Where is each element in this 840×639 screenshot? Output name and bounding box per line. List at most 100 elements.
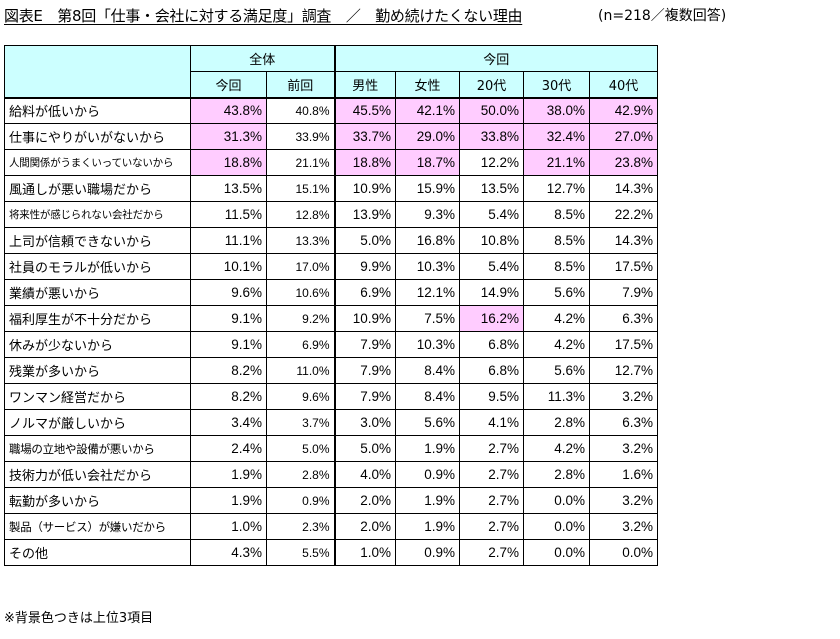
- group-header-current: 今回: [334, 45, 658, 72]
- row-label: 製品（サービス）が嫌いだから: [4, 513, 191, 540]
- value-cell: 6.9%: [266, 331, 336, 358]
- value-cell: 5.5%: [266, 539, 336, 566]
- figure-title: 図表E 第8回「仕事・会社に対する満足度」調査 ／ 勤め続けたくない理由 (n=…: [4, 4, 836, 28]
- value-cell: 9.3%: [395, 201, 460, 228]
- row-label: 福利厚生が不十分だから: [4, 305, 191, 332]
- table-row: ワンマン経営だから 8.2% 9.6% 7.9% 8.4% 9.5% 11.3% 3.2%: [4, 383, 658, 410]
- value-cell: 8.4%: [395, 357, 460, 384]
- value-cell: 4.2%: [523, 331, 590, 358]
- value-cell: 6.9%: [334, 279, 396, 306]
- value-cell: 11.3%: [523, 383, 590, 410]
- value-cell: 11.0%: [266, 357, 336, 384]
- value-cell: 14.3%: [589, 175, 658, 202]
- value-cell: 3.0%: [334, 409, 396, 436]
- value-cell: 7.5%: [395, 305, 460, 332]
- row-label: 将来性が感じられない会社だから: [4, 201, 191, 228]
- row-label: 給料が低いから: [4, 97, 191, 124]
- value-cell: 12.8%: [266, 201, 336, 228]
- value-cell: 14.9%: [459, 279, 524, 306]
- value-cell: 2.8%: [266, 461, 336, 488]
- value-cell: 9.5%: [459, 383, 524, 410]
- value-cell: 18.8%: [190, 149, 267, 176]
- value-cell: 6.3%: [589, 305, 658, 332]
- value-cell: 33.9%: [266, 123, 336, 150]
- value-cell: 0.0%: [523, 513, 590, 540]
- value-cell: 15.1%: [266, 175, 336, 202]
- value-cell: 9.2%: [266, 305, 336, 332]
- value-cell: 3.2%: [589, 383, 658, 410]
- value-cell: 17.5%: [589, 253, 658, 280]
- table-row: 転勤が多いから 1.9% 0.9% 2.0% 1.9% 2.7% 0.0% 3.2%: [4, 487, 658, 514]
- value-cell: 16.2%: [459, 305, 524, 332]
- value-cell: 6.8%: [459, 331, 524, 358]
- value-cell: 2.7%: [459, 539, 524, 566]
- value-cell: 3.7%: [266, 409, 336, 436]
- value-cell: 2.0%: [334, 513, 396, 540]
- column-header: 女性: [395, 71, 460, 99]
- value-cell: 2.7%: [459, 461, 524, 488]
- table-row: 社員のモラルが低いから 10.1% 17.0% 9.9% 10.3% 5.4% 8.5% 17…: [4, 253, 658, 280]
- value-cell: 42.9%: [589, 97, 658, 124]
- value-cell: 21.1%: [266, 149, 336, 176]
- corner-cell: [4, 45, 191, 98]
- row-label: ノルマが厳しいから: [4, 409, 191, 436]
- value-cell: 5.6%: [395, 409, 460, 436]
- figure-title-main: 図表E 第8回「仕事・会社に対する満足度」調査 ／ 勤め続けたくない理由: [4, 7, 523, 25]
- value-cell: 12.7%: [523, 175, 590, 202]
- value-cell: 3.2%: [589, 435, 658, 462]
- value-cell: 40.8%: [266, 97, 336, 124]
- value-cell: 45.5%: [334, 97, 396, 124]
- value-cell: 50.0%: [459, 97, 524, 124]
- value-cell: 15.9%: [395, 175, 460, 202]
- value-cell: 29.0%: [395, 123, 460, 150]
- row-label: 残業が多いから: [4, 357, 191, 384]
- value-cell: 7.9%: [589, 279, 658, 306]
- value-cell: 14.3%: [589, 227, 658, 254]
- value-cell: 5.0%: [334, 435, 396, 462]
- table-row: 製品（サービス）が嫌いだから 1.0% 2.3% 2.0% 1.9% 2.7% 0.0% 3.…: [4, 513, 658, 540]
- column-header: 今回: [190, 71, 267, 99]
- value-cell: 8.2%: [190, 357, 267, 384]
- value-cell: 38.0%: [523, 97, 590, 124]
- value-cell: 10.8%: [459, 227, 524, 254]
- value-cell: 33.7%: [334, 123, 396, 150]
- value-cell: 12.2%: [459, 149, 524, 176]
- value-cell: 7.9%: [334, 331, 396, 358]
- table-row: 風通しが悪い職場だから 13.5% 15.1% 10.9% 15.9% 13.5% 12.7…: [4, 175, 658, 202]
- table-row: 人間関係がうまくいっていないから 18.8% 21.1% 18.8% 18.7% 12.2…: [4, 149, 658, 176]
- table-row: 業績が悪いから 9.6% 10.6% 6.9% 12.1% 14.9% 5.6% 7.9%: [4, 279, 658, 306]
- value-cell: 10.3%: [395, 331, 460, 358]
- value-cell: 3.4%: [190, 409, 267, 436]
- value-cell: 9.1%: [190, 331, 267, 358]
- value-cell: 16.8%: [395, 227, 460, 254]
- table-row: ノルマが厳しいから 3.4% 3.7% 3.0% 5.6% 4.1% 2.8% 6.3%: [4, 409, 658, 436]
- table-row: 上司が信頼できないから 11.1% 13.3% 5.0% 16.8% 10.8% 8.5% 1…: [4, 227, 658, 254]
- table-row: その他 4.3% 5.5% 1.0% 0.9% 2.7% 0.0% 0.0%: [4, 539, 658, 566]
- value-cell: 27.0%: [589, 123, 658, 150]
- value-cell: 2.7%: [459, 513, 524, 540]
- row-label: 人間関係がうまくいっていないから: [4, 149, 191, 176]
- value-cell: 5.0%: [266, 435, 336, 462]
- table-row: 仕事にやりがいがないから 31.3% 33.9% 33.7% 29.0% 33.8% 32.…: [4, 123, 658, 150]
- column-header: 男性: [334, 71, 396, 99]
- row-label: 上司が信頼できないから: [4, 227, 191, 254]
- column-header: 20代: [459, 71, 524, 99]
- table-row: 給料が低いから 43.8% 40.8% 45.5% 42.1% 50.0% 38.0% 42.…: [4, 97, 658, 124]
- value-cell: 13.9%: [334, 201, 396, 228]
- table-row: 福利厚生が不十分だから 9.1% 9.2% 10.9% 7.5% 16.2% 4.2% 6.3…: [4, 305, 658, 332]
- value-cell: 0.0%: [523, 487, 590, 514]
- value-cell: 0.0%: [523, 539, 590, 566]
- value-cell: 5.0%: [334, 227, 396, 254]
- table-row: 残業が多いから 8.2% 11.0% 7.9% 8.4% 6.8% 5.6% 12.7%: [4, 357, 658, 384]
- value-cell: 32.4%: [523, 123, 590, 150]
- value-cell: 17.5%: [589, 331, 658, 358]
- footnote: ※背景色つきは上位3項目: [4, 611, 154, 626]
- column-header: 40代: [589, 71, 658, 99]
- value-cell: 2.0%: [334, 487, 396, 514]
- value-cell: 0.9%: [395, 539, 460, 566]
- value-cell: 1.9%: [395, 435, 460, 462]
- value-cell: 9.1%: [190, 305, 267, 332]
- row-label: 職場の立地や設備が悪いから: [4, 435, 191, 462]
- value-cell: 31.3%: [190, 123, 267, 150]
- table-row: 休みが少ないから 9.1% 6.9% 7.9% 10.3% 6.8% 4.2% 17.5%: [4, 331, 658, 358]
